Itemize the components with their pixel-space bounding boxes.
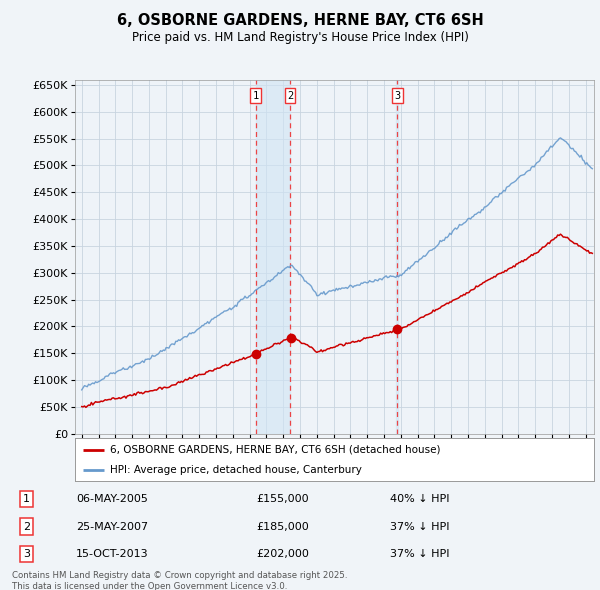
Text: 2: 2: [23, 522, 30, 532]
Text: 3: 3: [394, 91, 400, 100]
Text: Price paid vs. HM Land Registry's House Price Index (HPI): Price paid vs. HM Land Registry's House …: [131, 31, 469, 44]
Text: 6, OSBORNE GARDENS, HERNE BAY, CT6 6SH (detached house): 6, OSBORNE GARDENS, HERNE BAY, CT6 6SH (…: [110, 445, 441, 455]
Text: Contains HM Land Registry data © Crown copyright and database right 2025.
This d: Contains HM Land Registry data © Crown c…: [12, 571, 347, 590]
Text: £185,000: £185,000: [256, 522, 309, 532]
Text: 1: 1: [23, 494, 30, 504]
Bar: [256, 80, 290, 434]
Bar: [397, 80, 398, 434]
Text: £155,000: £155,000: [256, 494, 309, 504]
Text: HPI: Average price, detached house, Canterbury: HPI: Average price, detached house, Cant…: [110, 466, 362, 475]
Text: 25-MAY-2007: 25-MAY-2007: [76, 522, 148, 532]
Text: 37% ↓ HPI: 37% ↓ HPI: [391, 522, 450, 532]
Text: £202,000: £202,000: [256, 549, 310, 559]
Text: 06-MAY-2005: 06-MAY-2005: [76, 494, 148, 504]
Text: 37% ↓ HPI: 37% ↓ HPI: [391, 549, 450, 559]
Text: 2: 2: [287, 91, 293, 100]
Text: 15-OCT-2013: 15-OCT-2013: [76, 549, 149, 559]
Text: 3: 3: [23, 549, 30, 559]
Text: 1: 1: [253, 91, 259, 100]
Text: 40% ↓ HPI: 40% ↓ HPI: [391, 494, 450, 504]
Text: 6, OSBORNE GARDENS, HERNE BAY, CT6 6SH: 6, OSBORNE GARDENS, HERNE BAY, CT6 6SH: [116, 13, 484, 28]
